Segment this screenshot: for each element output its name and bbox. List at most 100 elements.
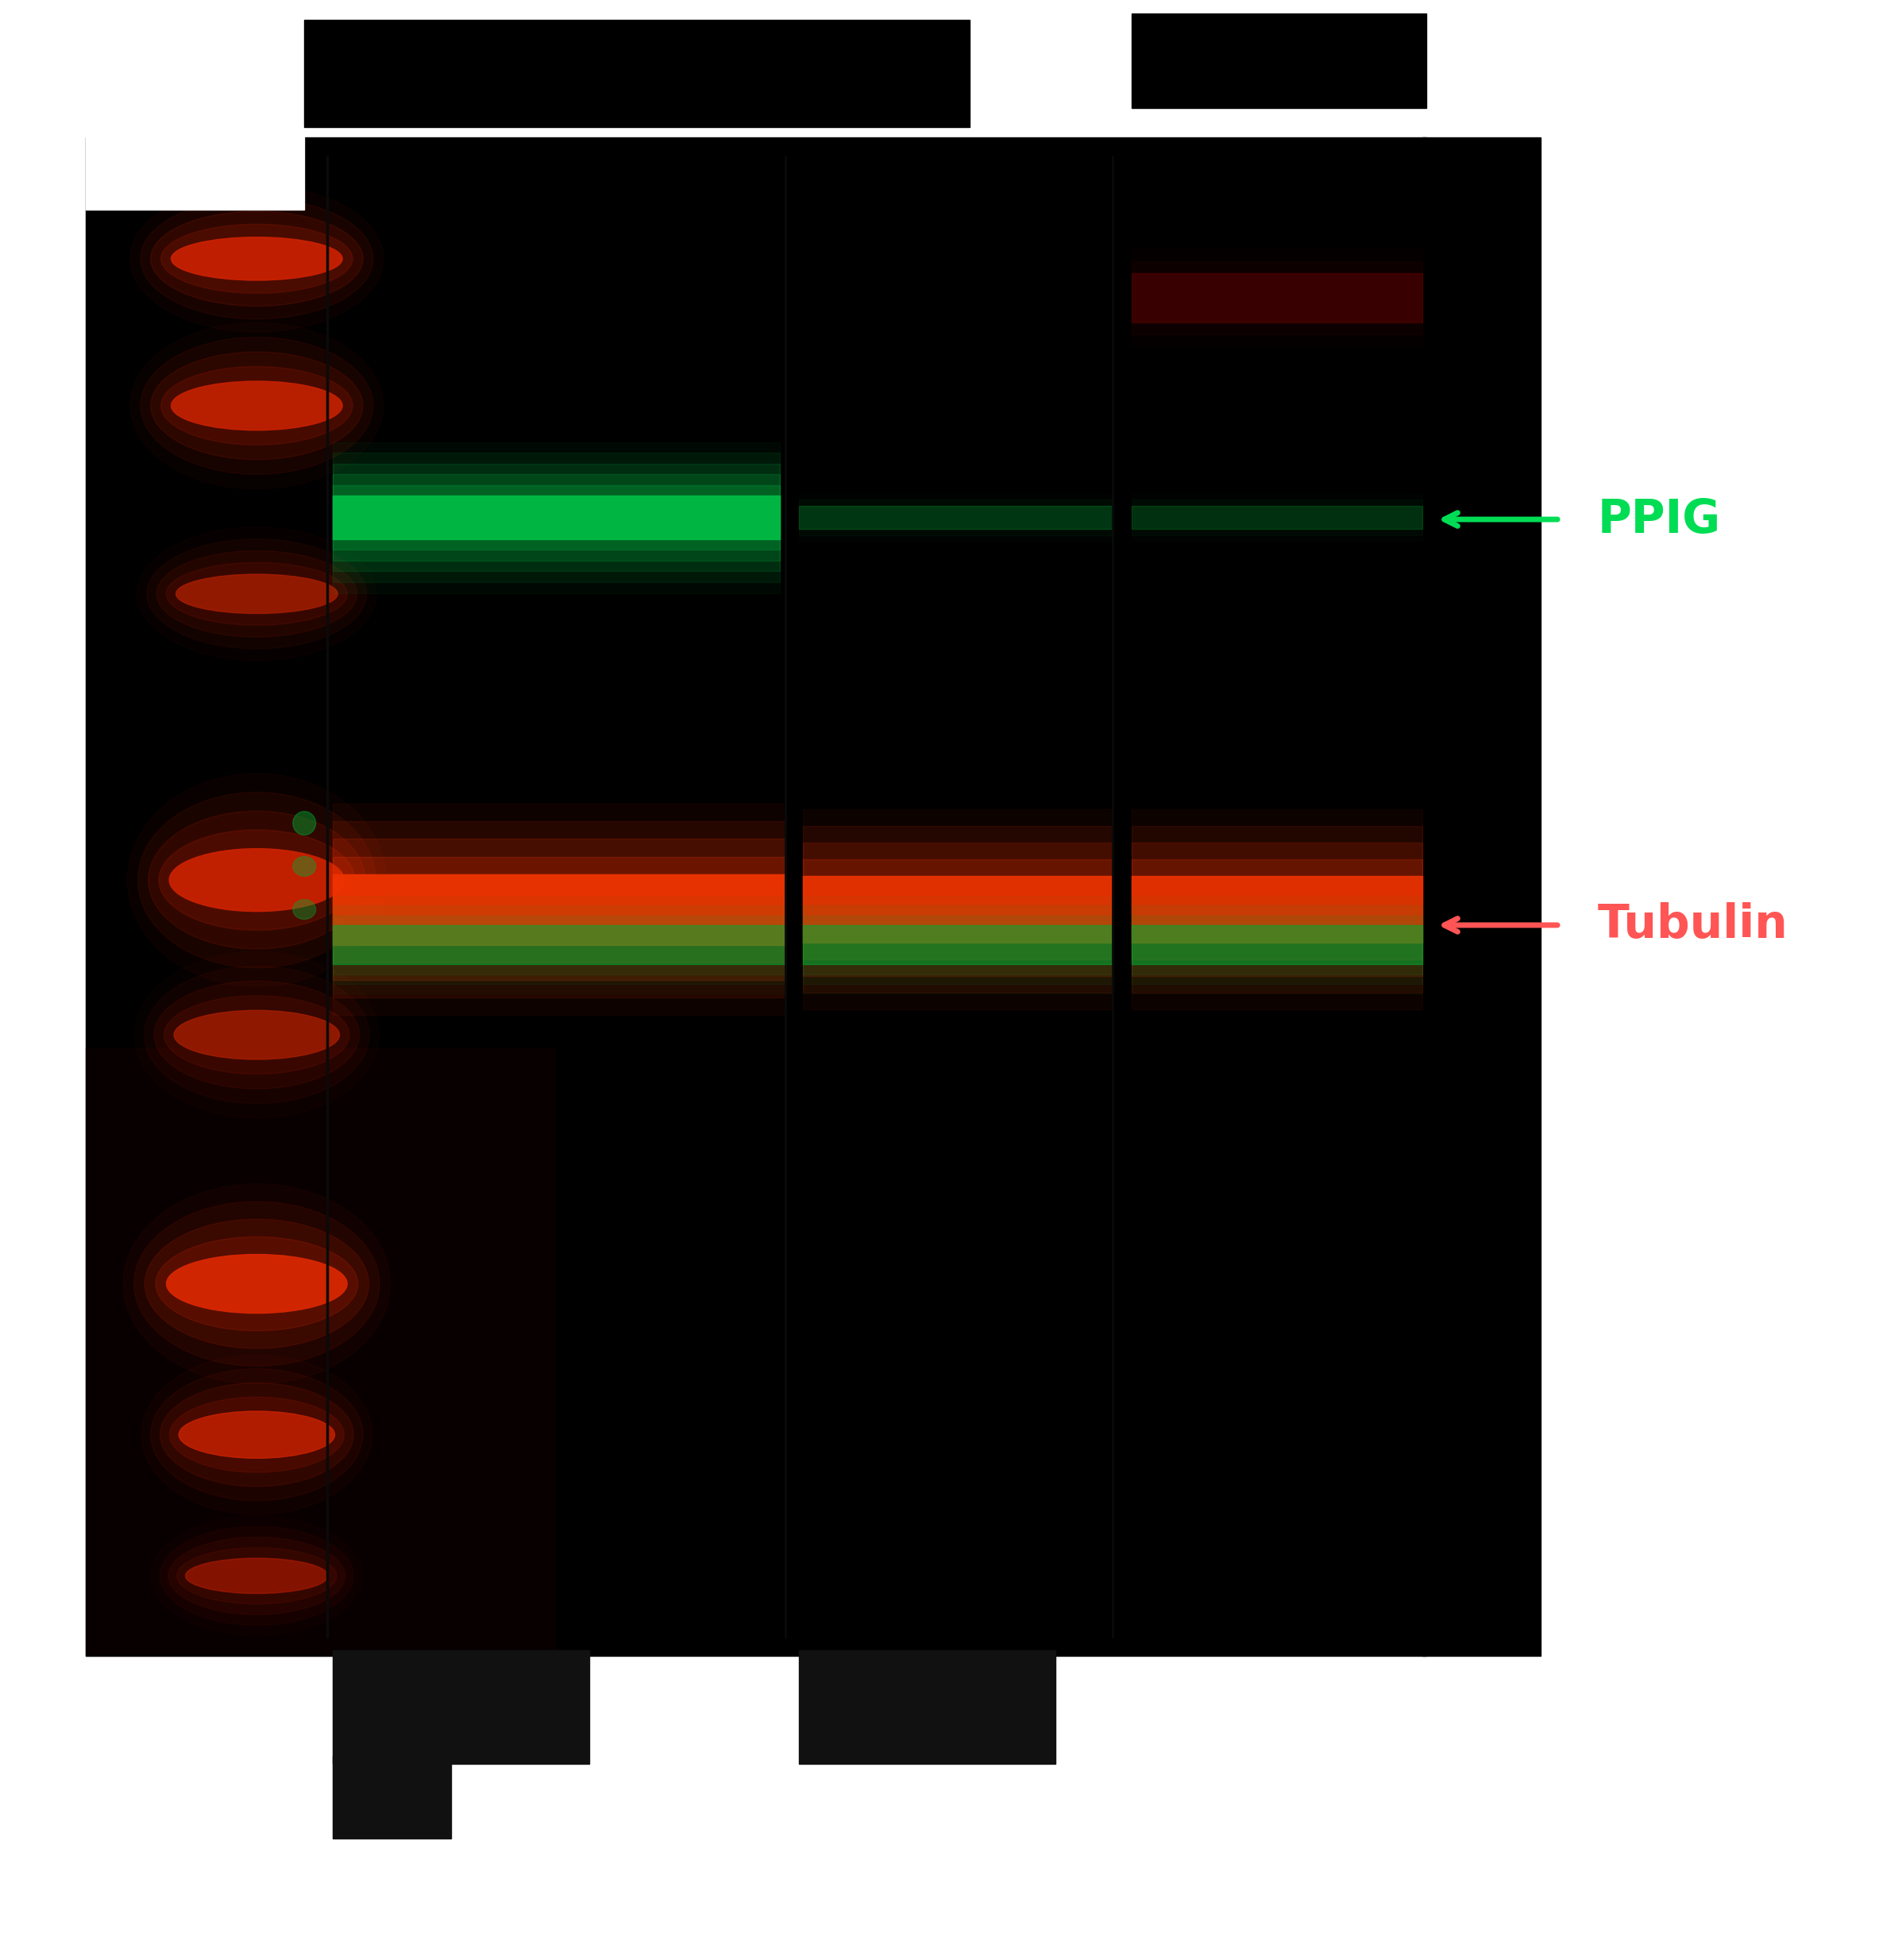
- Ellipse shape: [293, 811, 316, 835]
- Ellipse shape: [186, 1558, 329, 1593]
- Bar: [333, 925, 786, 964]
- Bar: [304, 20, 970, 127]
- Ellipse shape: [293, 857, 316, 876]
- Bar: [803, 827, 1113, 992]
- Bar: [1132, 843, 1423, 976]
- Bar: [1132, 925, 1423, 964]
- Ellipse shape: [150, 212, 363, 306]
- Bar: [333, 443, 780, 592]
- Ellipse shape: [175, 1011, 340, 1058]
- Ellipse shape: [158, 829, 356, 931]
- Ellipse shape: [169, 849, 344, 911]
- Ellipse shape: [156, 1237, 358, 1331]
- Bar: [333, 463, 780, 572]
- Bar: [803, 858, 1113, 958]
- Ellipse shape: [179, 1411, 335, 1458]
- Bar: [1132, 506, 1423, 529]
- Ellipse shape: [160, 1527, 354, 1625]
- Bar: [86, 1049, 555, 1656]
- Ellipse shape: [133, 1201, 380, 1366]
- Bar: [1132, 494, 1423, 541]
- Bar: [1132, 906, 1423, 984]
- Bar: [1132, 506, 1423, 529]
- Bar: [333, 839, 786, 980]
- Ellipse shape: [175, 1011, 340, 1058]
- Text: Tubulin: Tubulin: [1598, 902, 1788, 949]
- Bar: [333, 874, 786, 945]
- Bar: [803, 915, 1113, 974]
- Bar: [803, 906, 1113, 984]
- Bar: [333, 874, 786, 945]
- Bar: [799, 506, 1113, 529]
- Ellipse shape: [169, 1397, 344, 1472]
- Bar: [799, 1650, 1056, 1764]
- Bar: [803, 925, 1113, 964]
- Ellipse shape: [186, 1558, 329, 1593]
- Bar: [333, 925, 786, 964]
- Ellipse shape: [162, 223, 352, 294]
- Bar: [1132, 809, 1423, 1009]
- Bar: [799, 500, 1113, 535]
- Ellipse shape: [171, 237, 342, 280]
- Ellipse shape: [171, 382, 342, 431]
- Bar: [1132, 925, 1423, 964]
- Ellipse shape: [164, 996, 350, 1074]
- Bar: [799, 506, 1113, 529]
- Bar: [1423, 137, 1541, 1656]
- Bar: [333, 1650, 590, 1764]
- Bar: [1132, 14, 1426, 108]
- Bar: [1132, 261, 1423, 335]
- Bar: [333, 1756, 451, 1838]
- Bar: [803, 925, 1113, 964]
- Ellipse shape: [179, 1411, 335, 1458]
- Ellipse shape: [177, 1548, 337, 1603]
- Ellipse shape: [148, 811, 365, 949]
- Bar: [1132, 876, 1423, 943]
- Ellipse shape: [160, 1384, 354, 1486]
- Bar: [86, 137, 1426, 1656]
- Bar: [1132, 876, 1423, 943]
- Ellipse shape: [169, 1537, 346, 1615]
- Bar: [1132, 272, 1423, 321]
- Ellipse shape: [145, 966, 369, 1103]
- Bar: [86, 131, 304, 210]
- Ellipse shape: [145, 1219, 369, 1348]
- Ellipse shape: [177, 574, 339, 613]
- Bar: [1132, 249, 1423, 347]
- Ellipse shape: [165, 563, 348, 625]
- Bar: [1132, 500, 1423, 535]
- Bar: [803, 843, 1113, 976]
- Ellipse shape: [154, 980, 359, 1090]
- Ellipse shape: [137, 792, 377, 968]
- Bar: [803, 876, 1113, 943]
- Bar: [803, 876, 1113, 943]
- Ellipse shape: [150, 351, 363, 461]
- Ellipse shape: [293, 900, 316, 919]
- Ellipse shape: [171, 237, 342, 280]
- Bar: [333, 896, 786, 994]
- Ellipse shape: [141, 337, 373, 474]
- Text: PPIG: PPIG: [1598, 496, 1721, 543]
- Bar: [333, 474, 780, 561]
- Bar: [333, 821, 786, 998]
- Bar: [333, 496, 780, 539]
- Bar: [803, 809, 1113, 1009]
- Bar: [333, 496, 780, 539]
- Bar: [803, 896, 1113, 994]
- Bar: [333, 804, 786, 1015]
- Bar: [1132, 915, 1423, 974]
- Bar: [333, 857, 786, 962]
- Bar: [333, 486, 780, 549]
- Bar: [333, 906, 786, 984]
- Bar: [333, 453, 780, 582]
- Ellipse shape: [150, 1368, 363, 1501]
- Ellipse shape: [156, 551, 358, 637]
- Ellipse shape: [177, 574, 339, 613]
- Bar: [1132, 272, 1423, 321]
- Bar: [1132, 896, 1423, 994]
- Ellipse shape: [169, 849, 344, 911]
- Ellipse shape: [162, 367, 352, 445]
- Bar: [333, 915, 786, 974]
- Bar: [1132, 827, 1423, 992]
- Ellipse shape: [146, 539, 367, 649]
